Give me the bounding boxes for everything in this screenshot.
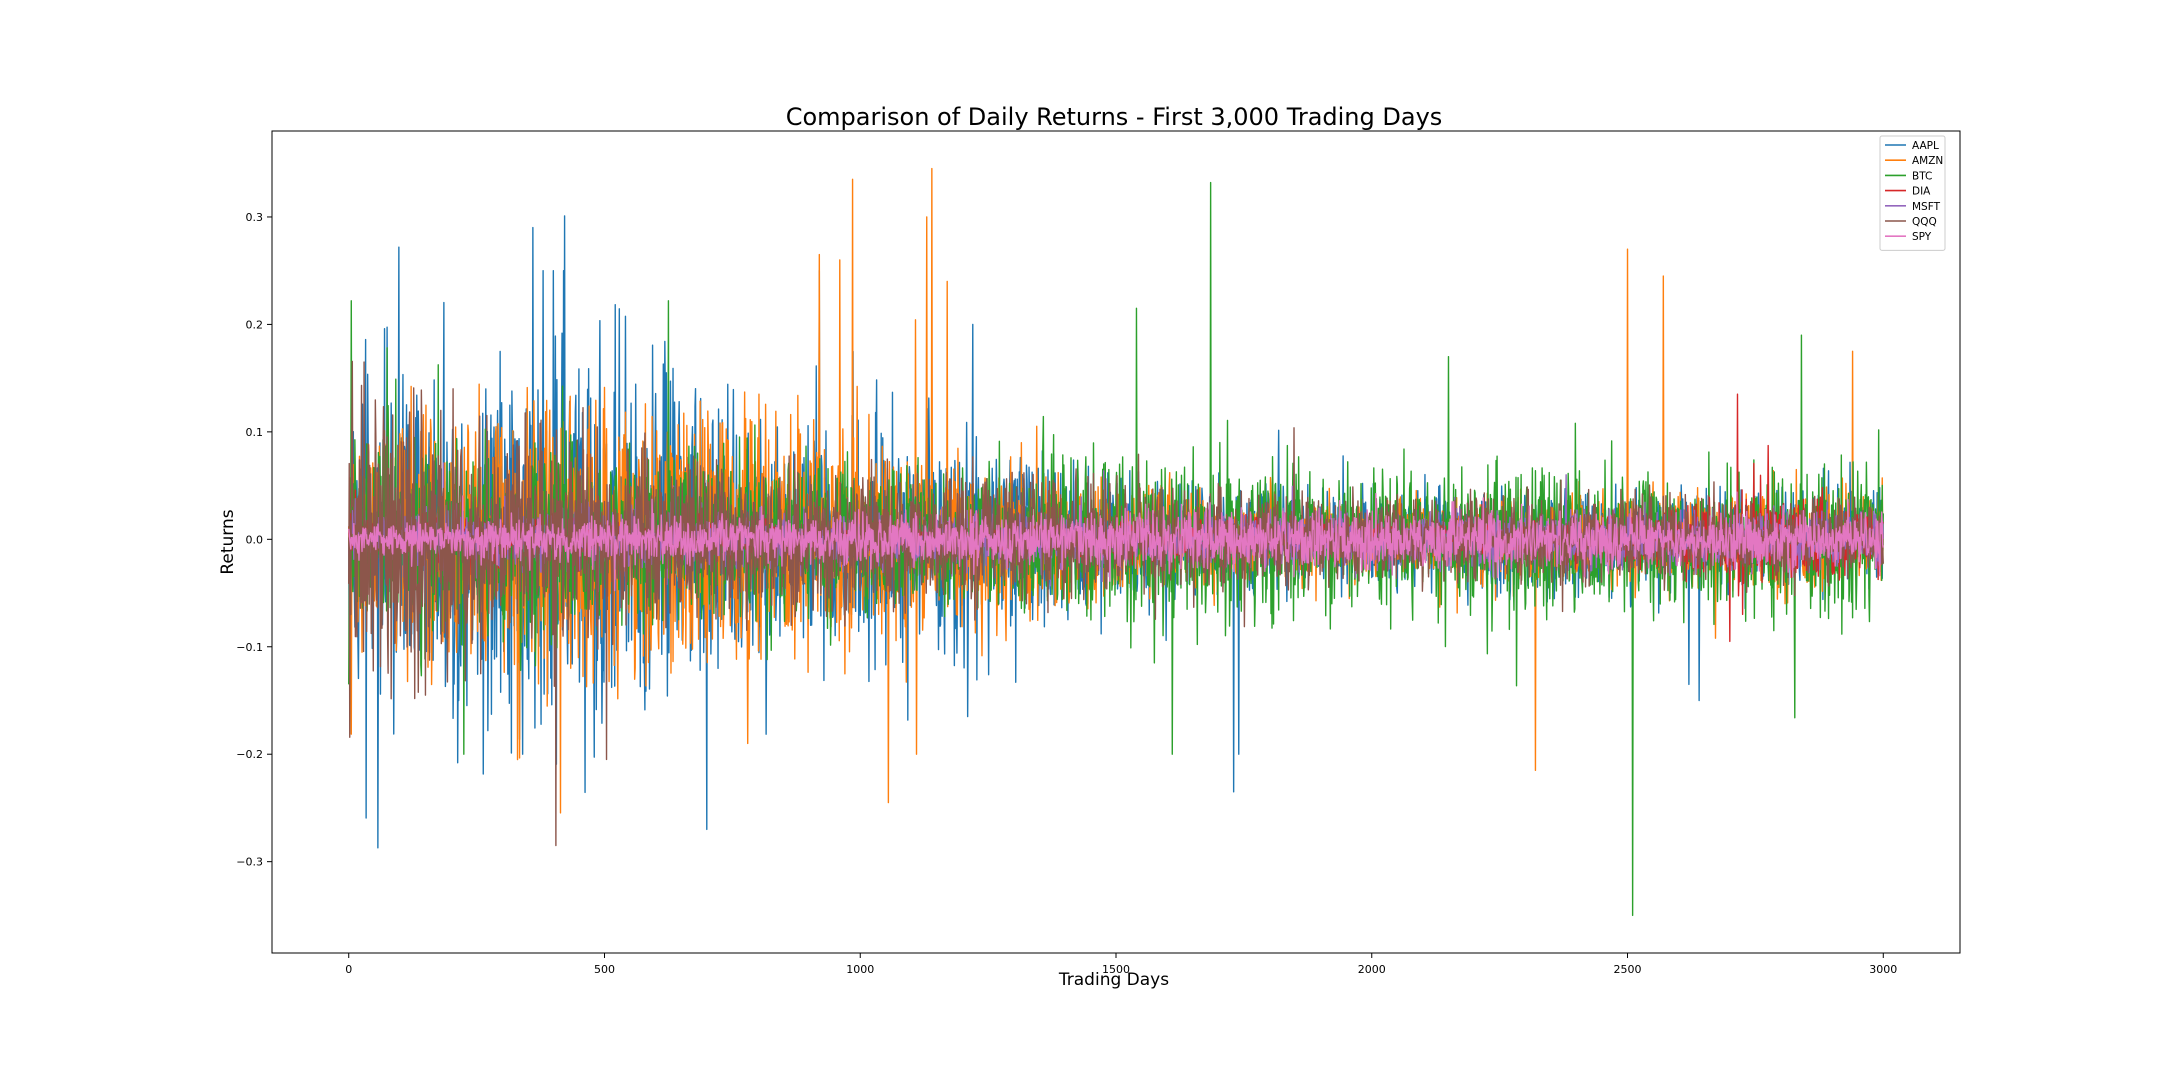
plot-area <box>348 167 1884 917</box>
y-tick-label: 0.3 <box>246 211 264 224</box>
x-axis-label: Trading Days <box>1058 970 1169 990</box>
legend-label-btc: BTC <box>1912 170 1932 182</box>
legend-label-aapl: AAPL <box>1912 140 1939 152</box>
x-axis: 0 500 1000 1500 2000 2500 3000 <box>345 953 1897 976</box>
legend-label-qqq: QQQ <box>1912 216 1937 228</box>
y-tick-label: 0.1 <box>246 426 264 439</box>
x-tick-label: 2000 <box>1358 963 1386 976</box>
x-tick-label: 3000 <box>1869 963 1897 976</box>
legend-label-dia: DIA <box>1912 186 1931 198</box>
legend-label-spy: SPY <box>1912 231 1932 243</box>
legend-label-amzn: AMZN <box>1912 155 1943 167</box>
x-tick-label: 500 <box>594 963 615 976</box>
y-tick-label: 0.2 <box>246 318 264 331</box>
chart-title: Comparison of Daily Returns - First 3,00… <box>786 103 1443 131</box>
x-tick-label: 1500 <box>1102 963 1130 976</box>
x-tick-label: 0 <box>345 963 352 976</box>
x-tick-label: 1000 <box>846 963 874 976</box>
y-tick-label: −0.3 <box>236 856 263 869</box>
y-axis-label: Returns <box>218 509 238 574</box>
series-line-spy <box>348 491 1884 592</box>
legend-label-msft: MSFT <box>1912 201 1941 213</box>
y-axis: −0.3 −0.2 −0.1 0.0 0.1 0.2 0.3 <box>236 211 272 869</box>
y-tick-label: −0.2 <box>236 748 263 761</box>
y-tick-label: 0.0 <box>246 533 264 546</box>
legend: AAPL AMZN BTC DIA MSFT QQQ SPY <box>1879 135 1946 251</box>
y-tick-label: −0.1 <box>236 641 263 654</box>
x-tick-label: 2500 <box>1614 963 1642 976</box>
